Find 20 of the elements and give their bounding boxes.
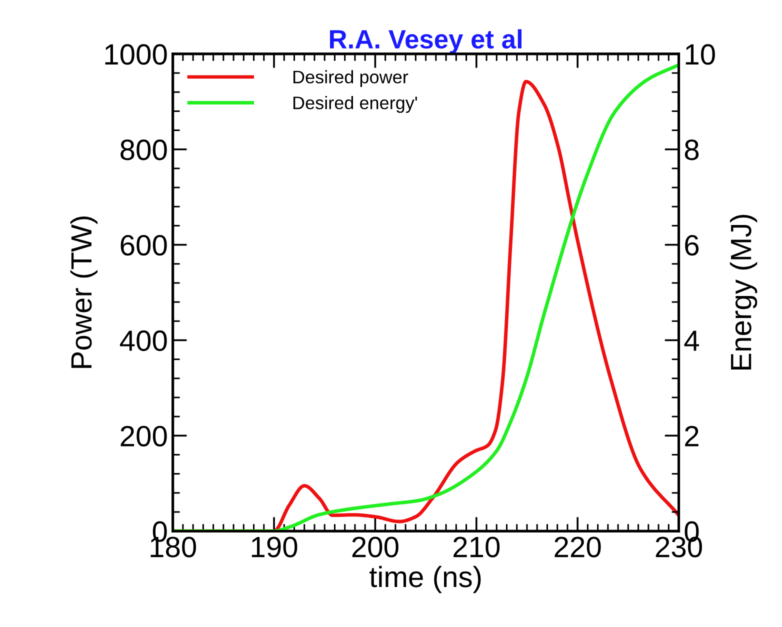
y-tick-label: 800 — [120, 140, 167, 160]
chart-title: R.A. Vesey et al — [330, 29, 522, 54]
legend-label: Desired power — [293, 70, 408, 88]
y2-tick-label: 10 — [686, 44, 715, 65]
y-tick-label: 1000 — [105, 44, 167, 65]
y-tick-label: 200 — [120, 426, 167, 446]
y2-tick-label: 4 — [684, 330, 700, 351]
x-tick-label: 190 — [252, 536, 298, 558]
y-tick-label: 600 — [120, 234, 167, 256]
y-axis-title: Power (TW) — [70, 216, 98, 368]
y2-tick-label: 6 — [685, 234, 699, 256]
legend-label: Desired energy' — [293, 96, 417, 113]
x-tick-label: 220 — [554, 536, 601, 558]
x-tick-label: 210 — [454, 536, 500, 558]
y-tick-label: 400 — [120, 330, 167, 352]
y2-tick-label: 2 — [685, 426, 698, 446]
y2-tick-label: 8 — [684, 140, 699, 160]
x-axis-title: time (ns) — [370, 566, 481, 594]
y2-axis-title: Energy (MJ) — [730, 214, 758, 370]
x-tick-label: 200 — [352, 536, 398, 558]
